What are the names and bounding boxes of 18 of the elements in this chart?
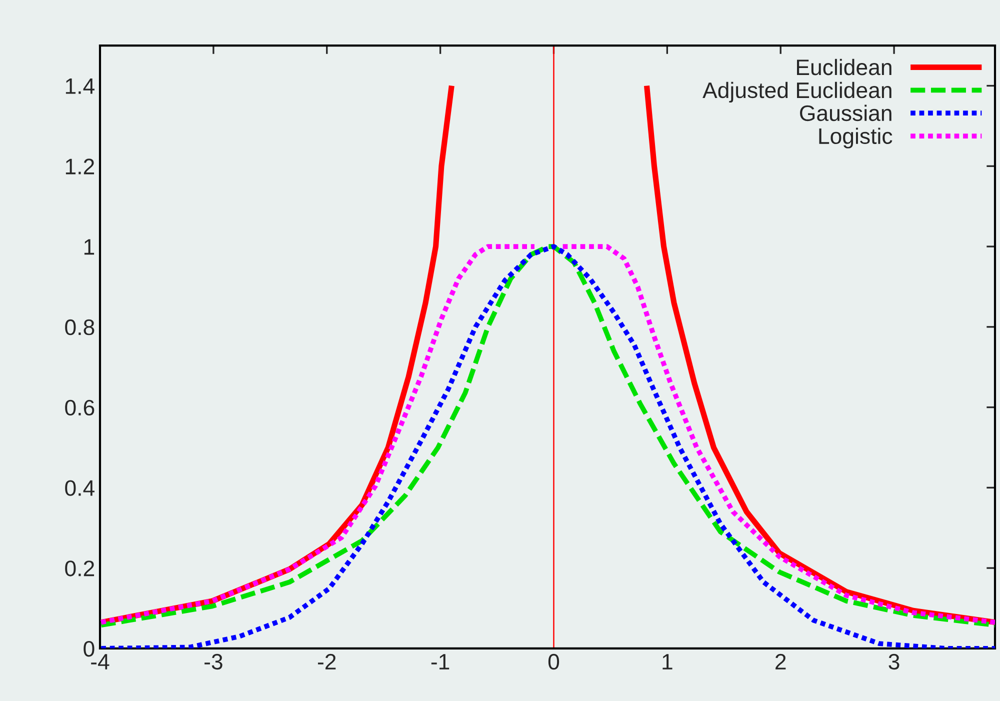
y-tick-label: 1 [84,239,94,255]
x-tick-label: -1 [431,654,450,670]
y-tick-label: 0.4 [65,480,94,496]
x-tick-label: -2 [318,654,336,670]
y-tick-label: 0.2 [65,560,94,576]
x-tick-label: -3 [204,654,222,670]
y-tick-label: 1.4 [66,78,94,94]
y-tick-label: 1.2 [66,158,94,174]
legend-label: Logistic [819,128,892,148]
y-tick-label: 0.8 [65,319,94,336]
x-tick-label: 3 [888,654,900,670]
y-tick-label: 0.6 [65,400,94,416]
legend-label: Gaussian [800,104,892,122]
x-tick-label: 0 [548,654,560,670]
legend-label: Adjusted Euclidean [702,82,892,103]
x-tick-label: 2 [776,654,786,670]
x-tick-label: 1 [662,654,672,670]
legend-label: Euclidean [797,58,892,76]
